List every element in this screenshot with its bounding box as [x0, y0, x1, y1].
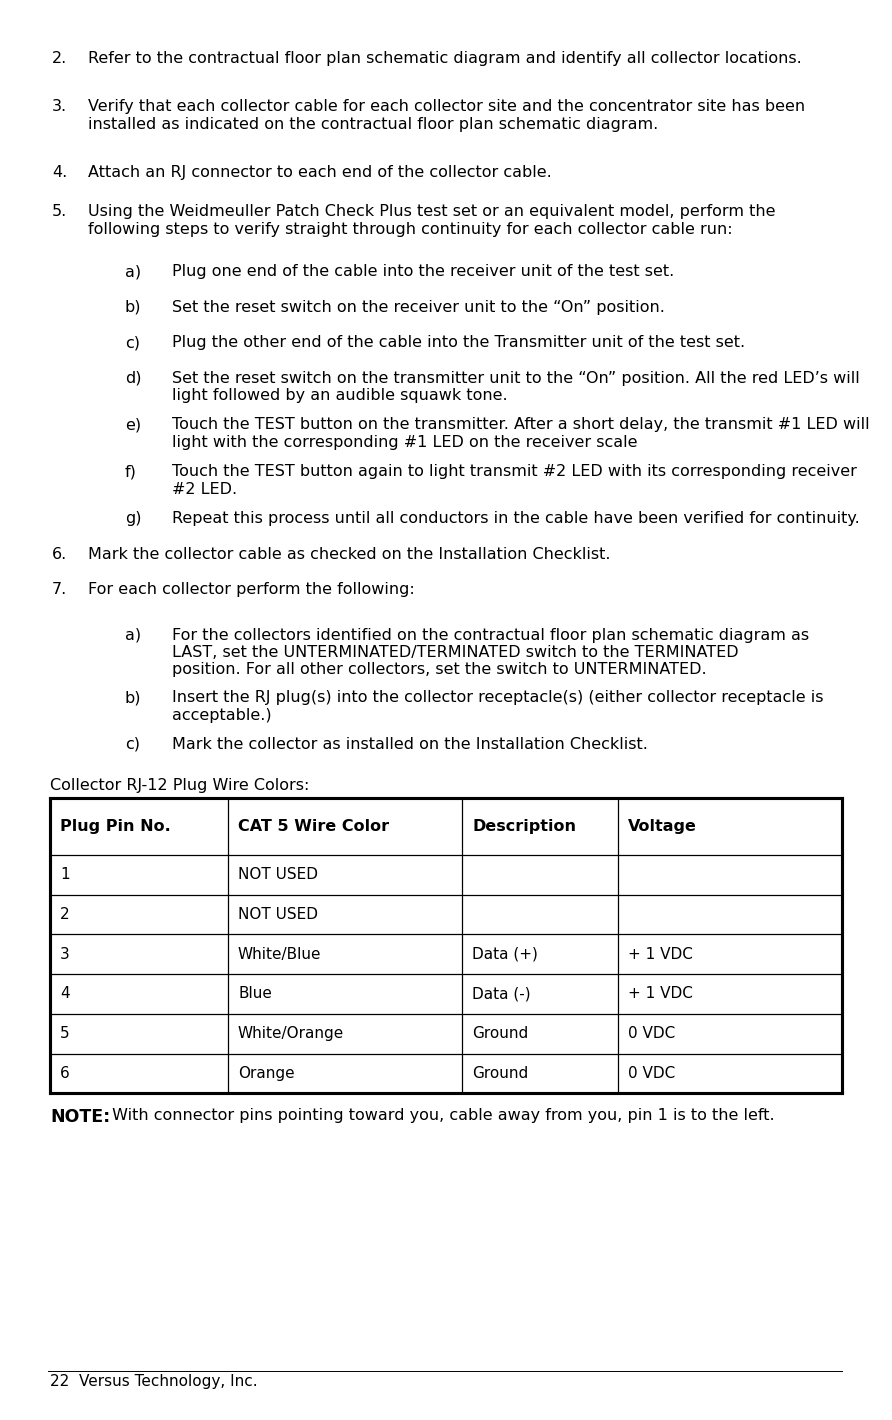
- Text: Voltage: Voltage: [628, 819, 697, 834]
- Text: Orange: Orange: [238, 1066, 294, 1081]
- Bar: [50, 798, 842, 1093]
- Text: Ground: Ground: [472, 1066, 528, 1081]
- Text: 22  Versus Technology, Inc.: 22 Versus Technology, Inc.: [50, 1373, 258, 1389]
- Text: e): e): [125, 417, 141, 433]
- Text: f): f): [125, 464, 136, 480]
- Text: NOT USED: NOT USED: [238, 868, 318, 882]
- Text: 0 VDC: 0 VDC: [628, 1066, 675, 1081]
- Text: Ground: Ground: [472, 1027, 528, 1041]
- Text: 2.: 2.: [52, 51, 67, 67]
- Text: 1: 1: [60, 868, 70, 882]
- Text: Description: Description: [472, 819, 576, 834]
- Text: c): c): [125, 737, 140, 753]
- Text: NOT USED: NOT USED: [238, 907, 318, 922]
- Text: 2: 2: [60, 907, 70, 922]
- Text: 0 VDC: 0 VDC: [628, 1027, 675, 1041]
- Text: a): a): [125, 628, 141, 643]
- Text: Repeat this process until all conductors in the cable have been verified for con: Repeat this process until all conductors…: [172, 511, 860, 527]
- Text: + 1 VDC: + 1 VDC: [628, 947, 693, 961]
- Text: Touch the TEST button on the transmitter. After a short delay, the transmit #1 L: Touch the TEST button on the transmitter…: [172, 417, 870, 450]
- Text: CAT 5 Wire Color: CAT 5 Wire Color: [238, 819, 389, 834]
- Text: NOTE:: NOTE:: [50, 1108, 111, 1126]
- Text: 4.: 4.: [52, 165, 67, 180]
- Text: Touch the TEST button again to light transmit #2 LED with its corresponding rece: Touch the TEST button again to light tra…: [172, 464, 857, 497]
- Text: 5: 5: [60, 1027, 70, 1041]
- Text: 3.: 3.: [52, 99, 67, 115]
- Text: 5.: 5.: [52, 204, 67, 220]
- Text: Data (+): Data (+): [472, 947, 538, 961]
- Text: Blue: Blue: [238, 987, 272, 1001]
- Text: With connector pins pointing toward you, cable away from you, pin 1 is to the le: With connector pins pointing toward you,…: [107, 1108, 774, 1123]
- Text: Plug Pin No.: Plug Pin No.: [60, 819, 170, 834]
- Text: For each collector perform the following:: For each collector perform the following…: [88, 582, 415, 598]
- Text: Plug the other end of the cable into the Transmitter unit of the test set.: Plug the other end of the cable into the…: [172, 335, 745, 351]
- Text: Attach an RJ connector to each end of the collector cable.: Attach an RJ connector to each end of th…: [88, 165, 552, 180]
- Text: g): g): [125, 511, 142, 527]
- Text: Mark the collector cable as checked on the Installation Checklist.: Mark the collector cable as checked on t…: [88, 547, 610, 562]
- Text: White/Orange: White/Orange: [238, 1027, 344, 1041]
- Text: Insert the RJ plug(s) into the collector receptacle(s) (either collector recepta: Insert the RJ plug(s) into the collector…: [172, 690, 823, 723]
- Text: 6: 6: [60, 1066, 70, 1081]
- Text: a): a): [125, 264, 141, 280]
- Text: 6.: 6.: [52, 547, 67, 562]
- Text: Mark the collector as installed on the Installation Checklist.: Mark the collector as installed on the I…: [172, 737, 648, 753]
- Text: Set the reset switch on the receiver unit to the “On” position.: Set the reset switch on the receiver uni…: [172, 300, 665, 315]
- Text: Collector RJ-12 Plug Wire Colors:: Collector RJ-12 Plug Wire Colors:: [50, 778, 310, 794]
- Text: White/Blue: White/Blue: [238, 947, 321, 961]
- Text: For the collectors identified on the contractual floor plan schematic diagram as: For the collectors identified on the con…: [172, 628, 809, 677]
- Text: 7.: 7.: [52, 582, 67, 598]
- Text: Using the Weidmeuller Patch Check Plus test set or an equivalent model, perform : Using the Weidmeuller Patch Check Plus t…: [88, 204, 775, 237]
- Text: 3: 3: [60, 947, 70, 961]
- Text: Refer to the contractual floor plan schematic diagram and identify all collector: Refer to the contractual floor plan sche…: [88, 51, 802, 67]
- Text: + 1 VDC: + 1 VDC: [628, 987, 693, 1001]
- Text: Plug one end of the cable into the receiver unit of the test set.: Plug one end of the cable into the recei…: [172, 264, 674, 280]
- Text: Data (-): Data (-): [472, 987, 531, 1001]
- Text: 4: 4: [60, 987, 70, 1001]
- Text: b): b): [125, 690, 142, 706]
- Text: b): b): [125, 300, 142, 315]
- Text: Set the reset switch on the transmitter unit to the “On” position. All the red L: Set the reset switch on the transmitter …: [172, 371, 860, 403]
- Text: c): c): [125, 335, 140, 351]
- Text: d): d): [125, 371, 142, 386]
- Text: Verify that each collector cable for each collector site and the concentrator si: Verify that each collector cable for eac…: [88, 99, 805, 132]
